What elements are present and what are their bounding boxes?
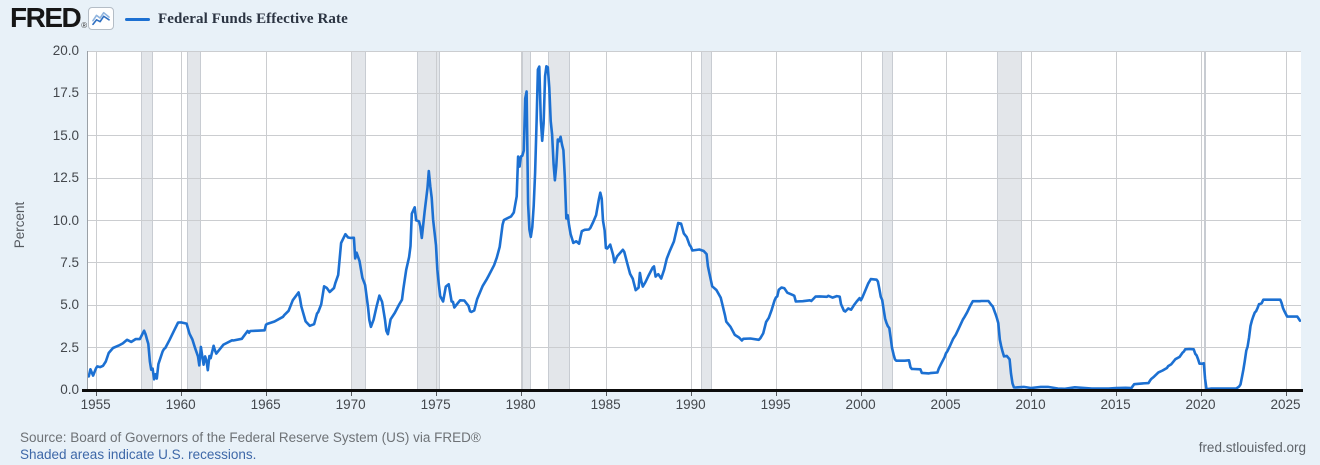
chart-header: FRED ® Federal Funds Effective Rate <box>0 0 1320 40</box>
x-tick-label: 1960 <box>165 397 196 412</box>
series-line <box>88 65 1301 390</box>
x-tick-label: 1985 <box>590 397 621 412</box>
x-tick-label: 1980 <box>505 397 536 412</box>
recession-note-link[interactable]: Shaded areas indicate U.S. recessions. <box>20 447 257 462</box>
line-chart-icon <box>88 7 114 30</box>
y-tick-label: 17.5 <box>52 85 79 101</box>
x-tick-label: 1995 <box>760 397 791 412</box>
x-tick-mark <box>945 392 947 396</box>
x-tick-mark <box>95 392 97 396</box>
h-gridline <box>88 50 1301 52</box>
site-url: fred.stlouisfed.org <box>1198 440 1306 455</box>
x-tick-label: 2010 <box>1015 397 1046 412</box>
x-tick-mark <box>180 392 182 396</box>
x-tick-mark <box>1285 392 1287 396</box>
h-gridline <box>88 220 1301 221</box>
h-gridline <box>88 347 1301 349</box>
h-gridline <box>88 262 1301 264</box>
v-gridline <box>181 51 183 390</box>
y-tick-label: 2.5 <box>60 339 79 355</box>
series-line-svg <box>88 65 1301 390</box>
v-gridline <box>606 51 608 390</box>
v-gridline <box>436 51 438 390</box>
v-gridline <box>946 51 948 390</box>
v-gridline <box>691 51 693 390</box>
x-tick-label: 1975 <box>420 397 451 412</box>
y-tick-label: 7.5 <box>60 254 79 270</box>
plot-area <box>87 50 1301 390</box>
v-gridline <box>266 51 268 390</box>
x-tick-label: 2000 <box>845 397 876 412</box>
v-gridline <box>1031 51 1033 390</box>
x-tick-mark <box>435 392 437 396</box>
h-gridline <box>88 135 1301 137</box>
y-tick-label: 5.0 <box>60 297 79 313</box>
y-tick-label: 20.0 <box>52 43 79 58</box>
fred-logo-text: FRED <box>10 2 82 33</box>
x-tick-label: 2020 <box>1185 397 1216 412</box>
x-tick-label: 1955 <box>80 397 111 412</box>
y-tick-label: 0.0 <box>60 382 79 397</box>
x-tick-label: 2015 <box>1100 397 1131 412</box>
legend: Federal Funds Effective Rate <box>125 9 348 29</box>
x-tick-mark <box>1200 392 1202 396</box>
h-gridline <box>88 304 1301 306</box>
v-gridline <box>521 51 523 390</box>
y-tick-label: 12.5 <box>52 170 79 186</box>
x-axis-line <box>82 389 1303 392</box>
x-tick-label: 2005 <box>930 397 961 412</box>
x-tick-label: 2025 <box>1270 397 1301 412</box>
x-tick-label: 1990 <box>675 397 706 412</box>
x-tick-mark <box>1030 392 1032 396</box>
x-tick-mark <box>860 392 862 396</box>
y-tick-label: 10.0 <box>52 212 79 228</box>
v-gridline <box>96 51 98 390</box>
v-gridline <box>1286 51 1288 390</box>
x-tick-mark <box>775 392 777 396</box>
legend-swatch <box>125 17 150 21</box>
v-gridline <box>861 51 863 390</box>
x-tick-mark <box>690 392 692 396</box>
h-gridline <box>88 92 1301 94</box>
legend-label: Federal Funds Effective Rate <box>158 10 348 27</box>
v-gridline <box>351 51 353 390</box>
v-gridline <box>1116 51 1118 390</box>
fred-logo[interactable]: FRED ® <box>10 2 87 33</box>
h-gridline <box>88 177 1301 179</box>
x-tick-label: 1970 <box>335 397 366 412</box>
source-text: Source: Board of Governors of the Federa… <box>20 430 481 445</box>
v-gridline <box>776 51 778 390</box>
v-gridline <box>1201 51 1203 390</box>
x-tick-mark <box>350 392 352 396</box>
x-tick-label: 1965 <box>250 397 281 412</box>
x-tick-mark <box>605 392 607 396</box>
registered-mark: ® <box>81 21 87 30</box>
x-tick-mark <box>520 392 522 396</box>
x-tick-mark <box>1115 392 1117 396</box>
y-tick-label: 15.0 <box>52 127 79 143</box>
x-tick-mark <box>265 392 267 396</box>
